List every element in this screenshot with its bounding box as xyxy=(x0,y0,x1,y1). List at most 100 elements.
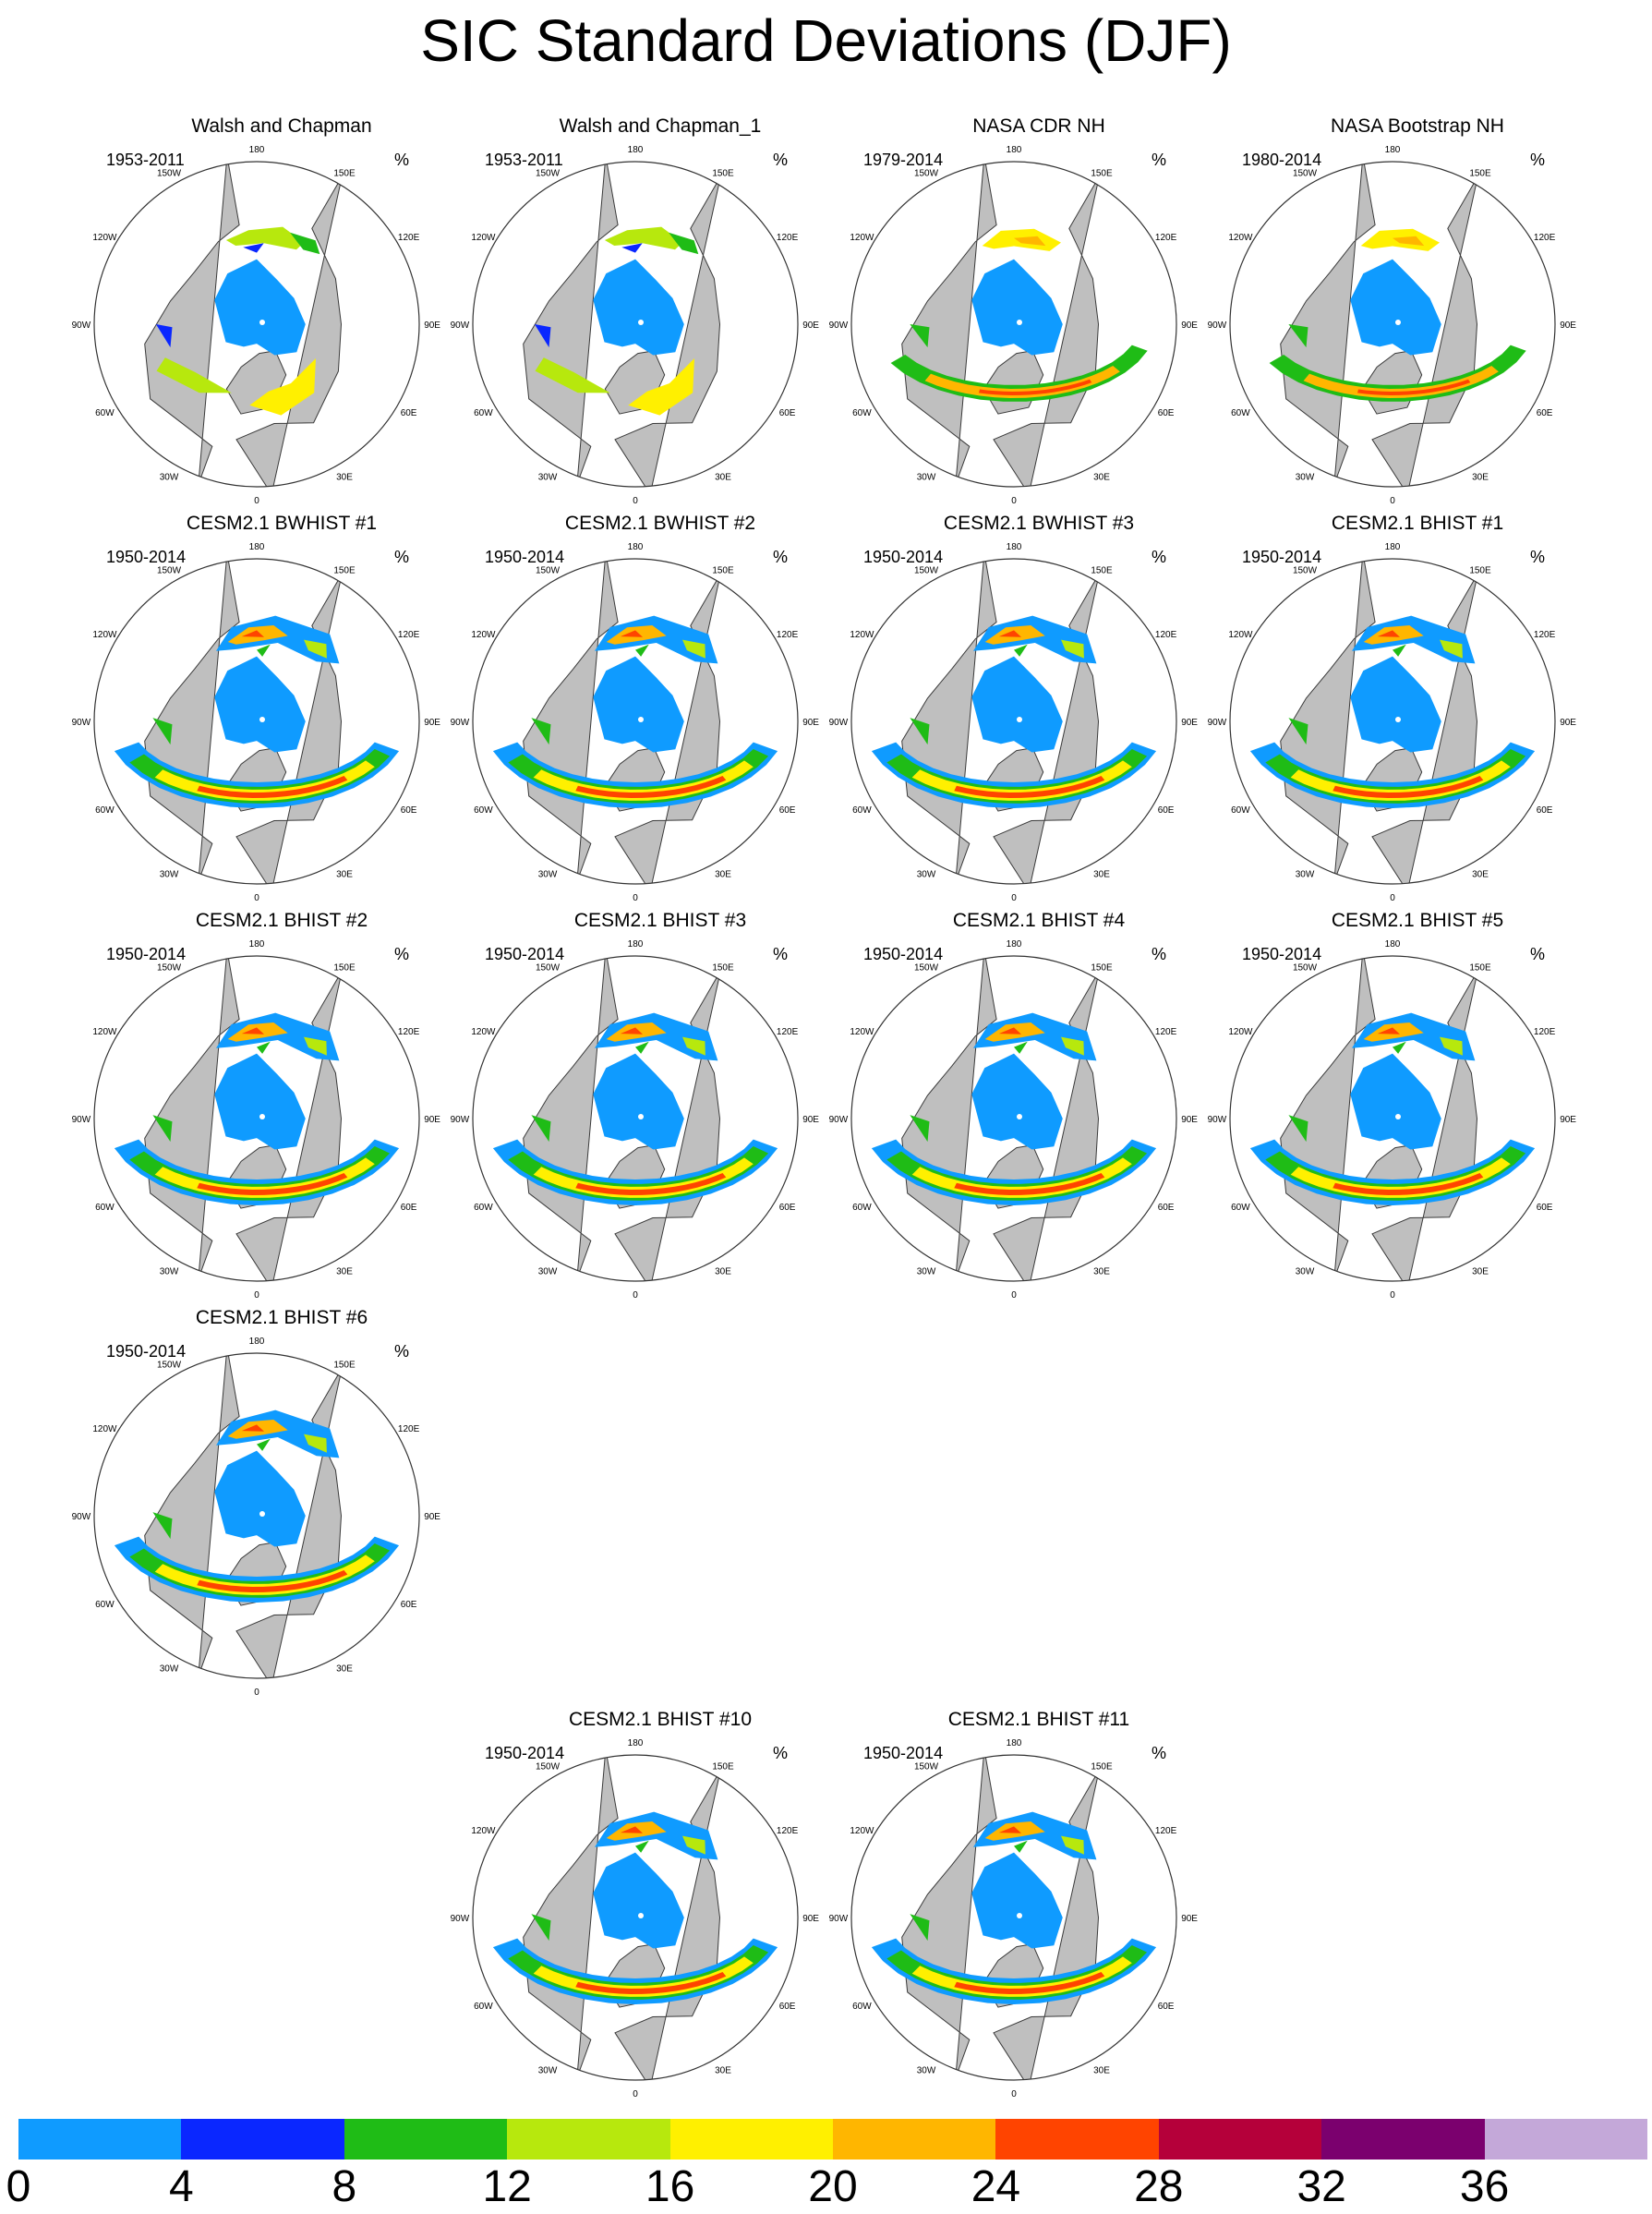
lon-label: 30E xyxy=(336,870,353,880)
lon-label: 60E xyxy=(401,408,417,418)
lon-label: 180 xyxy=(628,1738,644,1748)
ice-atlantic-core xyxy=(924,366,1120,398)
ice-hudson xyxy=(152,718,173,745)
ice-pacific-core xyxy=(241,1027,264,1034)
ice-hudson xyxy=(910,1115,930,1143)
map-border xyxy=(1229,955,1556,1282)
ice-okhotsk xyxy=(304,639,327,659)
lon-label: 120W xyxy=(92,1027,117,1037)
polar-map: 180 150E 120E 90E 60E 30E 0 30W 60W 90W 120W 150W xyxy=(829,939,1199,1301)
colorbar-cell xyxy=(18,2119,182,2160)
panel-unit: % xyxy=(394,151,410,169)
pole-hole xyxy=(259,320,265,325)
ice-pacific-margin xyxy=(595,1012,718,1061)
map-border xyxy=(472,161,799,488)
lon-label: 30W xyxy=(160,1664,179,1675)
lon-label: 30W xyxy=(538,473,558,483)
colorbar-cell xyxy=(669,2119,834,2160)
ice-barents xyxy=(249,358,316,416)
land-eurasia xyxy=(1371,970,1478,1281)
lon-label: 60E xyxy=(779,2002,796,2012)
map-panel: 180 150E 120E 90E 60E 30E 0 30W 60W 90W 120W 150W CE… xyxy=(451,1709,850,2099)
panel-title: Walsh and Chapman xyxy=(191,115,372,137)
ice-bering xyxy=(1014,644,1028,657)
panel-title: CESM2.1 BHIST #2 xyxy=(195,910,368,931)
ice-basin xyxy=(593,1053,684,1150)
land-eurasia xyxy=(235,970,343,1281)
pole-hole xyxy=(638,1114,644,1119)
lon-label: 60E xyxy=(1158,805,1175,816)
ice-pacific-edge xyxy=(290,232,320,255)
lon-label: 90E xyxy=(424,321,440,331)
lon-label: 180 xyxy=(1007,939,1022,950)
lon-label: 90W xyxy=(72,321,91,331)
ice-pacific-margin xyxy=(973,1811,1097,1860)
lon-label: 30E xyxy=(1093,473,1110,483)
colorbar-cell xyxy=(507,2119,671,2160)
ice-atlantic-core xyxy=(575,1972,727,1994)
lon-label: 150W xyxy=(536,1761,561,1772)
lon-label: 120E xyxy=(777,233,799,243)
lon-label: 90E xyxy=(802,718,819,728)
lon-label: 120E xyxy=(777,1027,799,1037)
lon-label: 120W xyxy=(92,1424,117,1434)
pole-hole xyxy=(638,320,644,325)
lon-label: 30E xyxy=(336,1267,353,1277)
lon-label: 30E xyxy=(336,1664,353,1675)
map-panel: 180 150E 120E 90E 60E 30E 0 30W 60W 90W 120W 150W CE… xyxy=(829,1709,1228,2099)
ice-pacific-core xyxy=(1377,630,1400,637)
lon-label: 150E xyxy=(1091,962,1113,973)
polar-map: 180 150E 120E 90E 60E 30E 0 30W 60W 90W 120W 150W xyxy=(829,542,1199,903)
ice-bering xyxy=(1393,1041,1406,1054)
colorbar-cell xyxy=(181,2119,345,2160)
lon-label: 60W xyxy=(95,805,115,816)
ice-bering xyxy=(621,243,643,253)
panel-title: NASA Bootstrap NH xyxy=(1331,115,1504,137)
ice-hudson xyxy=(531,1115,551,1143)
ice-okhotsk xyxy=(682,639,705,659)
panel-years: 1953-2011 xyxy=(106,151,185,169)
lon-label: 0 xyxy=(633,496,638,506)
lon-label: 30W xyxy=(917,2066,936,2076)
land-eurasia xyxy=(614,573,721,884)
panel-unit: % xyxy=(1152,151,1167,169)
polar-map: 180 150E 120E 90E 60E 30E 0 30W 60W 90W 120W 150W xyxy=(829,1738,1199,2099)
lon-label: 150W xyxy=(157,565,182,575)
lon-label: 150E xyxy=(1091,168,1113,178)
polar-map: 180 150E 120E 90E 60E 30E 0 30W 60W 90W 120W 150W xyxy=(1208,542,1577,903)
ice-pacific-core xyxy=(241,1424,264,1432)
lon-label: 150W xyxy=(536,565,561,575)
lon-label: 30W xyxy=(1296,1267,1315,1277)
pole-hole xyxy=(1395,717,1401,722)
lon-label: 30W xyxy=(160,1267,179,1277)
lon-label: 60W xyxy=(95,1203,115,1213)
lon-label: 90W xyxy=(829,1914,849,1924)
panel-title: CESM2.1 BHIST #4 xyxy=(952,910,1126,931)
lon-label: 150E xyxy=(1091,1761,1113,1772)
lon-label: 150W xyxy=(157,962,182,973)
lon-label: 0 xyxy=(254,496,259,506)
lon-label: 150E xyxy=(333,962,356,973)
ice-bering xyxy=(1014,1041,1028,1054)
ice-pacific-margin xyxy=(595,1811,718,1860)
ice-pacific-core xyxy=(1377,1027,1400,1034)
panel-years: 1950-2014 xyxy=(863,548,944,566)
lon-label: 90W xyxy=(451,1914,470,1924)
lon-label: 180 xyxy=(1007,542,1022,552)
lon-label: 120W xyxy=(471,1027,496,1037)
ice-atlantic-max xyxy=(1357,379,1471,395)
panel-unit: % xyxy=(1530,548,1546,566)
lon-label: 150E xyxy=(1469,168,1491,178)
lon-label: 60W xyxy=(474,2002,493,2012)
lon-label: 30E xyxy=(1093,2066,1110,2076)
panel-unit: % xyxy=(1152,945,1167,963)
panel-unit: % xyxy=(394,1342,410,1361)
panel-years: 1950-2014 xyxy=(106,1342,187,1361)
lon-label: 0 xyxy=(1011,2089,1017,2099)
lon-label: 90E xyxy=(802,1115,819,1125)
lon-label: 0 xyxy=(1011,496,1017,506)
ice-okhotsk xyxy=(682,1036,705,1056)
map-panel: 180 150E 120E 90E 60E 30E 0 30W 60W 90W 120W 150W CE… xyxy=(72,910,471,1301)
ice-hudson xyxy=(531,718,551,745)
lon-label: 90E xyxy=(1560,1115,1576,1125)
